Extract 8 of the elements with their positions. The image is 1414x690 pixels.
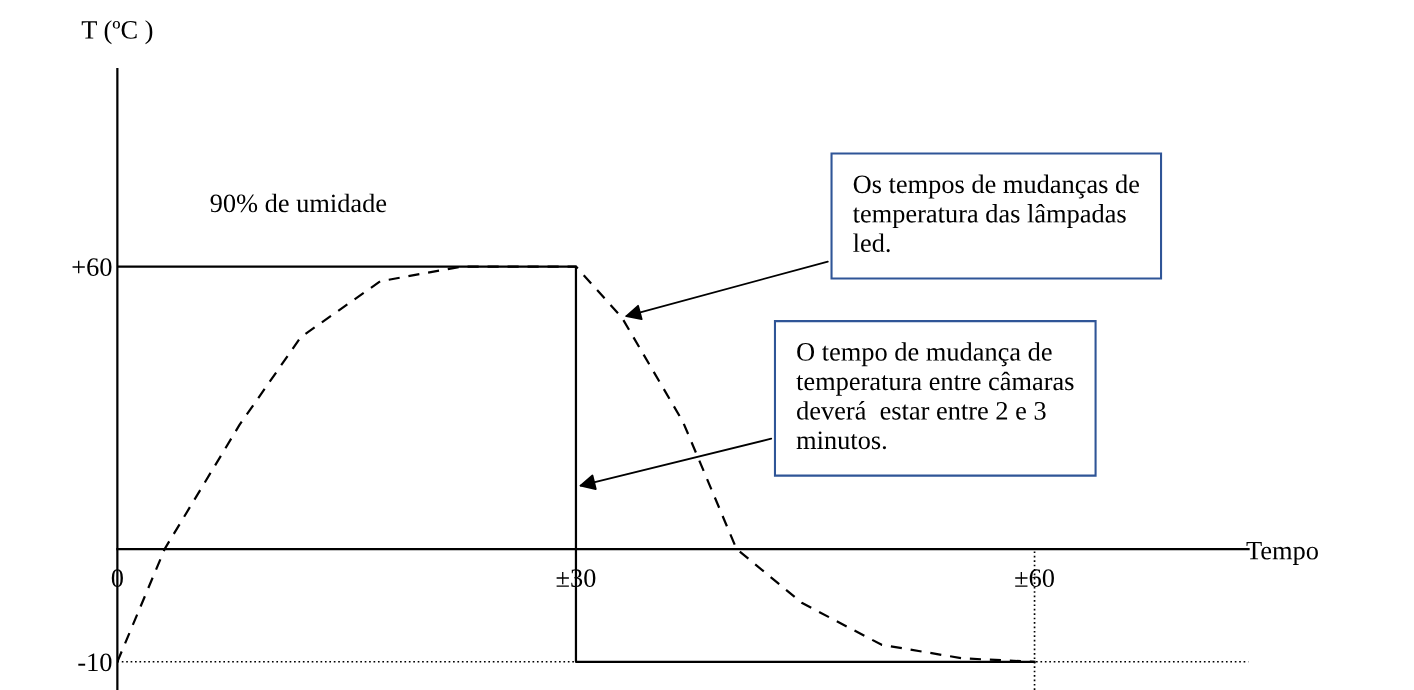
y-tick-label: -10 [78, 653, 112, 672]
x-tick-label: ±60 [1015, 569, 1054, 588]
y-tick-label: +60 [72, 258, 112, 277]
annotation: Os tempos de mudanças de temperatura das lâmpadas led. [852, 174, 1139, 253]
y-axis-title: T (ºC ) [81, 20, 153, 45]
annotation: O tempo de mudança de temperatura entre câmaras deverá estar entre 2 e 3 minutos. [796, 342, 1074, 450]
x-axis-title: Tempo [1246, 541, 1318, 565]
annotation: 90% de umidade [210, 193, 387, 213]
